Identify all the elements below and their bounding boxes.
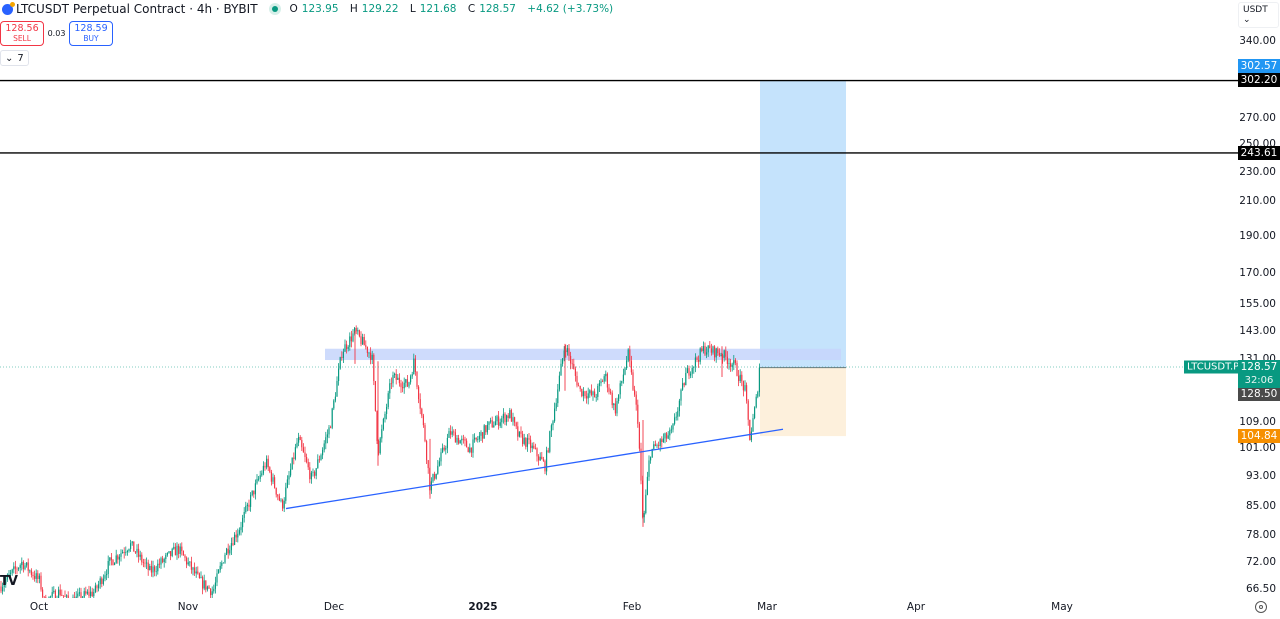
buy-label: BUY <box>83 33 99 43</box>
symbol-title[interactable]: LTCUSDT Perpetual Contract · 4h · BYBIT <box>16 2 258 16</box>
market-open-status-icon[interactable] <box>271 6 278 12</box>
price-tick-label: 210.00 <box>1239 195 1276 207</box>
spread-value: 0.03 <box>47 29 66 38</box>
quick-trade-panel: 128.56 SELL 0.03 128.59 BUY <box>0 21 113 46</box>
low-value: 121.68 <box>419 3 457 15</box>
time-tick-label: Feb <box>622 601 642 613</box>
time-tick-label: May <box>1051 601 1073 613</box>
chevron-down-icon: ⌄ <box>1243 15 1251 25</box>
long-position-target-zone <box>760 80 846 368</box>
high-value: 129.22 <box>361 3 399 15</box>
price-tick-label: 109.00 <box>1239 416 1276 428</box>
sell-price: 128.56 <box>5 22 39 34</box>
long-position-stop-zone <box>760 367 846 437</box>
sell-label: SELL <box>13 33 31 43</box>
last-price-tag: 128.57 32:06 <box>1238 360 1280 388</box>
tradingview-logo-icon[interactable]: TV <box>0 574 18 589</box>
symbol-price-tag: LTCUSDT.P <box>1184 360 1243 374</box>
chevron-down-icon: ⌄ <box>5 52 14 64</box>
close-value: 128.57 <box>479 3 516 15</box>
price-tick-label: 340.00 <box>1239 35 1276 47</box>
resistance-zone <box>325 348 841 361</box>
time-tick-label: Dec <box>323 601 345 613</box>
ascending-trendline <box>285 428 784 510</box>
price-tick-label: 78.00 <box>1245 529 1276 541</box>
buy-price: 128.59 <box>74 22 108 34</box>
currency-selector[interactable]: USDT ⌄ <box>1238 2 1279 28</box>
settings-gear-icon[interactable] <box>1255 601 1267 613</box>
price-tick-label: 85.00 <box>1245 500 1276 512</box>
price-axis[interactable]: USDT ⌄ 340.00 270.00 250.00 230.00 210.00 190… <box>1238 0 1280 619</box>
last-price: 128.57 <box>1240 361 1278 373</box>
time-tick-label: Nov <box>177 601 199 613</box>
sell-button[interactable]: 128.56 SELL <box>0 21 44 46</box>
price-tick-label: 155.00 <box>1239 298 1276 310</box>
price-tick-label: 230.00 <box>1239 166 1276 178</box>
price-tick-label: 143.00 <box>1239 325 1276 337</box>
price-level-tag: 302.20 <box>1238 73 1280 87</box>
price-tick-label: 170.00 <box>1239 267 1276 279</box>
price-tick-label: 72.00 <box>1245 556 1276 568</box>
open-value: 123.95 <box>301 3 339 15</box>
time-tick-label: Mar <box>757 601 777 613</box>
ohlc-values: O 123.95 H 129.22 L 121.68 C 128.57 +4.62 (+… <box>289 3 614 15</box>
time-tick-label: 2025 <box>468 601 498 613</box>
bybit-logo-icon <box>2 1 15 15</box>
change-value: +4.62 (+3.73%) <box>527 3 614 15</box>
price-tick-label: 66.50 <box>1245 583 1276 595</box>
candlestick-series <box>0 325 760 598</box>
bar-countdown: 32:06 <box>1244 375 1274 386</box>
price-tick-label: 93.00 <box>1245 470 1276 482</box>
time-tick-label: Oct <box>29 601 49 613</box>
price-tick-label: 101.00 <box>1239 442 1276 454</box>
indicator-count: 7 <box>17 52 24 64</box>
price-tick-label: 190.00 <box>1239 230 1276 242</box>
chart-canvas[interactable] <box>0 0 1238 598</box>
time-tick-label: Apr <box>906 601 926 613</box>
symbol-header: LTCUSDT Perpetual Contract · 4h · BYBIT … <box>2 1 617 16</box>
price-level-tag: 104.84 <box>1238 429 1280 443</box>
price-level-tag: 128.50 <box>1238 387 1280 401</box>
buy-button[interactable]: 128.59 BUY <box>69 21 113 46</box>
price-level-tag: 302.57 <box>1238 59 1280 73</box>
price-level-tag: 243.61 <box>1238 146 1280 160</box>
indicators-toggle-button[interactable]: ⌄ 7 <box>0 50 29 66</box>
price-tick-label: 270.00 <box>1239 112 1276 124</box>
